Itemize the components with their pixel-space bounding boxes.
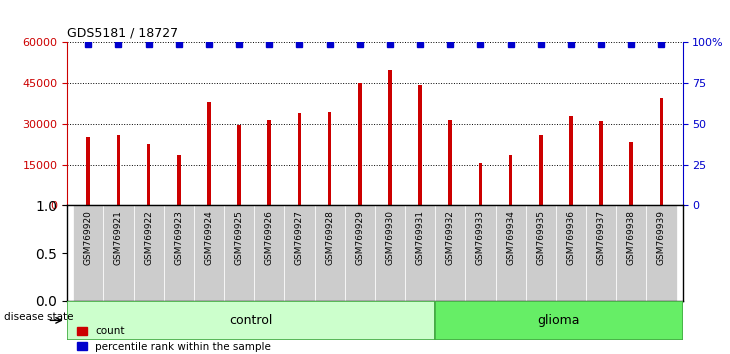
Bar	[147, 144, 150, 205]
FancyBboxPatch shape	[67, 301, 435, 340]
Text: GSM769927: GSM769927	[295, 210, 304, 265]
FancyBboxPatch shape	[104, 205, 134, 301]
Text: GSM769930: GSM769930	[385, 210, 394, 265]
FancyBboxPatch shape	[375, 205, 405, 301]
Text: GSM769921: GSM769921	[114, 210, 123, 265]
Text: control: control	[229, 314, 273, 327]
FancyBboxPatch shape	[164, 205, 194, 301]
Bar	[629, 142, 633, 205]
Text: GSM769938: GSM769938	[627, 210, 636, 265]
FancyBboxPatch shape	[586, 205, 616, 301]
Text: GSM769926: GSM769926	[265, 210, 274, 265]
Bar	[539, 135, 542, 205]
Bar	[479, 163, 483, 205]
FancyBboxPatch shape	[465, 205, 496, 301]
FancyBboxPatch shape	[345, 205, 375, 301]
Bar	[448, 120, 452, 205]
FancyBboxPatch shape	[134, 205, 164, 301]
Text: GSM769935: GSM769935	[537, 210, 545, 265]
FancyBboxPatch shape	[435, 301, 683, 340]
Bar	[418, 85, 422, 205]
Text: GSM769932: GSM769932	[446, 210, 455, 265]
Bar	[660, 98, 664, 205]
Text: GSM769939: GSM769939	[657, 210, 666, 265]
Text: GDS5181 / 18727: GDS5181 / 18727	[67, 27, 178, 40]
Bar	[569, 116, 573, 205]
Bar	[177, 155, 180, 205]
FancyBboxPatch shape	[73, 205, 104, 301]
Text: GSM769937: GSM769937	[596, 210, 606, 265]
Text: GSM769920: GSM769920	[84, 210, 93, 265]
FancyBboxPatch shape	[194, 205, 224, 301]
FancyBboxPatch shape	[616, 205, 646, 301]
Text: GSM769929: GSM769929	[356, 210, 364, 265]
Text: GSM769931: GSM769931	[415, 210, 425, 265]
FancyBboxPatch shape	[646, 205, 677, 301]
FancyBboxPatch shape	[224, 205, 254, 301]
Text: glioma: glioma	[537, 314, 580, 327]
Bar	[117, 135, 120, 205]
Bar	[509, 155, 512, 205]
FancyBboxPatch shape	[254, 205, 285, 301]
Text: GSM769933: GSM769933	[476, 210, 485, 265]
Text: GSM769925: GSM769925	[234, 210, 244, 265]
Text: GSM769934: GSM769934	[506, 210, 515, 265]
Text: GSM769924: GSM769924	[204, 210, 213, 265]
Bar	[388, 70, 392, 205]
FancyBboxPatch shape	[315, 205, 345, 301]
Text: GSM769922: GSM769922	[144, 210, 153, 265]
Bar	[328, 112, 331, 205]
Bar	[599, 121, 603, 205]
FancyBboxPatch shape	[556, 205, 586, 301]
FancyBboxPatch shape	[405, 205, 435, 301]
Bar	[207, 102, 211, 205]
Text: disease state: disease state	[4, 312, 73, 322]
FancyBboxPatch shape	[435, 205, 465, 301]
FancyBboxPatch shape	[285, 205, 315, 301]
Text: GSM769923: GSM769923	[174, 210, 183, 265]
Bar	[298, 113, 301, 205]
Bar	[358, 83, 361, 205]
Text: GSM769928: GSM769928	[325, 210, 334, 265]
Bar	[237, 125, 241, 205]
FancyBboxPatch shape	[496, 205, 526, 301]
FancyBboxPatch shape	[526, 205, 556, 301]
Bar	[267, 120, 271, 205]
Text: GSM769936: GSM769936	[566, 210, 575, 265]
Legend: count, percentile rank within the sample: count, percentile rank within the sample	[72, 322, 275, 354]
Bar	[86, 137, 90, 205]
